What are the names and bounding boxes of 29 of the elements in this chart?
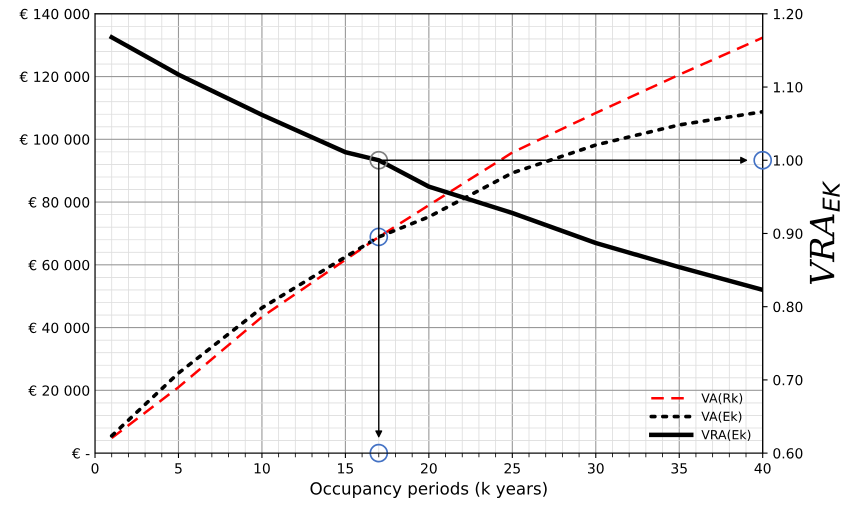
y-tick-label: € 100 000 [19,134,90,145]
y2-tick-label: 1.10 [774,82,802,93]
y-tick-label: € 20 000 [28,385,90,396]
x-tick-label: 10 [254,463,270,474]
x-tick-label: 5 [175,463,182,474]
y-tick-label: € 60 000 [28,260,90,270]
x-tick-label: 40 [754,463,771,474]
y-tick-label: € 40 000 [28,322,90,334]
y2-tick-label: 1.20 [774,8,802,20]
x-tick-label: 15 [338,463,354,474]
y2-axis-title: VRA$_{EK}$ [810,180,840,284]
y2-tick-label: 0.60 [773,448,802,459]
y-tick-label: € 140 000 [19,8,90,20]
y-tick-label: € - [72,448,90,459]
y-tick-label: € 120 000 [19,72,90,82]
x-tick-label: 20 [421,463,437,474]
y2-tick-label: 0.90 [773,228,802,239]
x-axis-title: Occupancy periods (k years) [310,482,547,498]
y2-tick-label: 0.70 [773,374,802,386]
x-tick-label: 30 [588,463,604,474]
legend-label: VA(Ek) [701,411,742,423]
x-tick-label: 35 [671,463,687,474]
x-tick-label: 0 [92,463,99,474]
legend-label: VRA(Ek) [701,430,750,441]
y-tick-label: € 80 000 [28,197,90,208]
y2-tick-label: 0.80 [773,302,802,312]
y2-tick-label: 1.00 [774,155,802,166]
legend-label: VA(Rk) [701,393,742,404]
x-tick-label: 25 [504,463,520,474]
